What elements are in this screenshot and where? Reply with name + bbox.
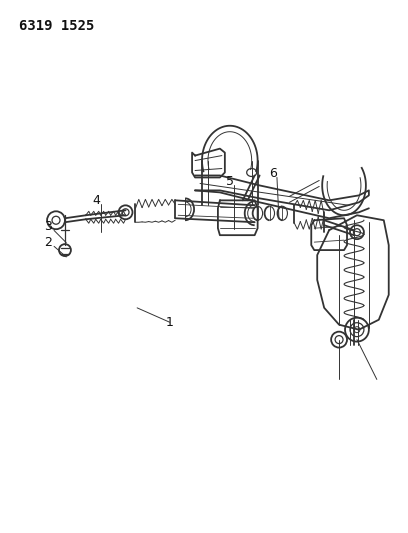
Text: 6: 6 xyxy=(269,167,277,180)
Text: 3: 3 xyxy=(44,220,52,233)
Text: 4: 4 xyxy=(93,193,100,207)
Text: 6319 1525: 6319 1525 xyxy=(19,19,95,33)
Text: 2: 2 xyxy=(44,236,52,249)
Text: 5: 5 xyxy=(226,175,234,188)
Text: 1: 1 xyxy=(166,316,173,329)
